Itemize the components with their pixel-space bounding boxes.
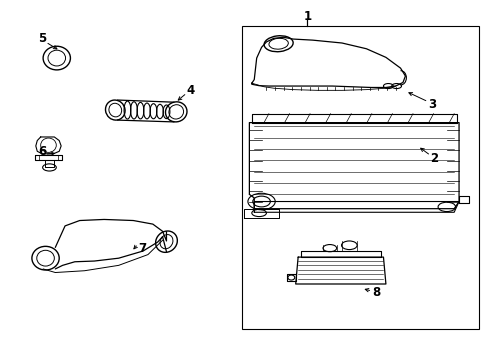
Text: 4: 4 xyxy=(186,84,195,97)
Text: 6: 6 xyxy=(38,145,46,158)
Text: 7: 7 xyxy=(138,242,146,255)
Text: 8: 8 xyxy=(371,287,380,300)
Text: 2: 2 xyxy=(430,152,438,165)
Text: 3: 3 xyxy=(427,98,435,111)
Text: 5: 5 xyxy=(38,32,46,45)
Text: 1: 1 xyxy=(303,10,311,23)
Bar xyxy=(242,26,478,329)
